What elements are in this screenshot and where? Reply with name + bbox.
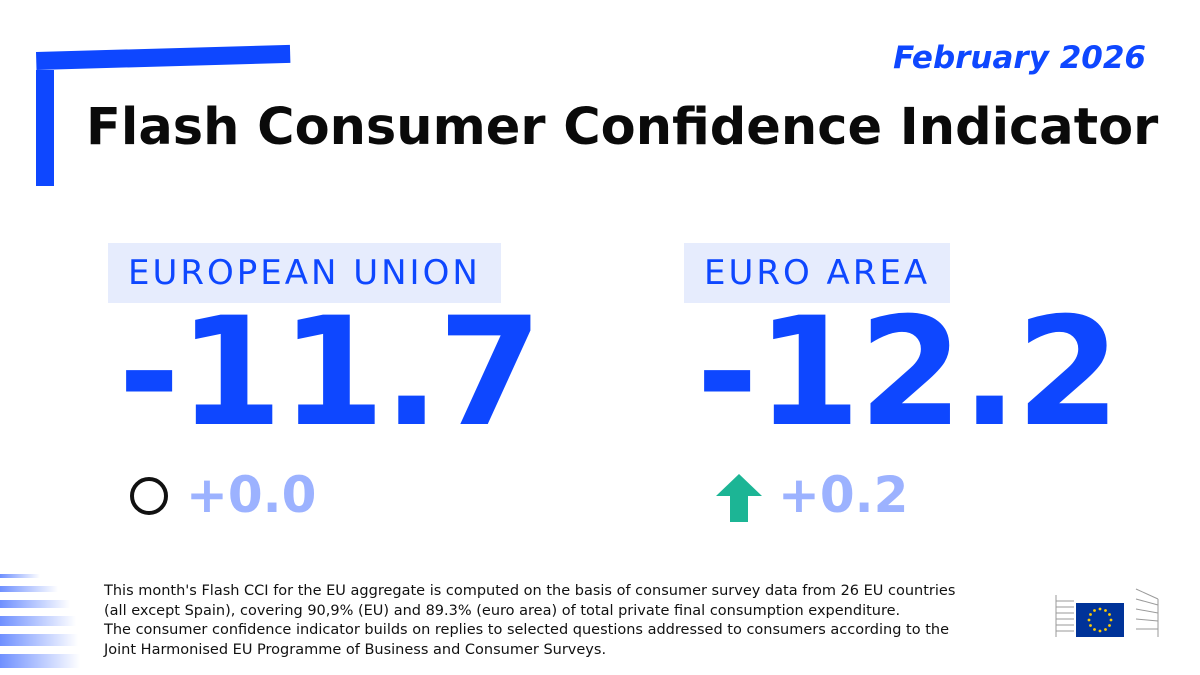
publication-date: February 2026 <box>893 40 1146 76</box>
corner-bracket-vertical <box>36 70 54 186</box>
page-title: Flash Consumer Confidence Indicator <box>86 98 1159 157</box>
euro-area-indicator-value: -12.2 <box>696 286 1120 460</box>
eu-change-value: +0.0 <box>186 466 317 524</box>
footnote-line: Joint Harmonised EU Programme of Busines… <box>104 641 607 658</box>
region-label-euro-area: EURO AREA <box>684 243 951 303</box>
region-label-euro-area-text: EURO AREA <box>704 253 931 293</box>
corner-bracket-horizontal <box>36 44 291 70</box>
arrow-up-icon <box>716 474 762 522</box>
european-commission-logo <box>1055 588 1159 637</box>
eu-indicator-value: -11.7 <box>118 286 542 460</box>
decorative-stripes <box>0 574 80 668</box>
methodology-footnote: This month's Flash CCI for the EU aggreg… <box>104 582 964 660</box>
euro-area-change-value: +0.2 <box>778 466 909 524</box>
footnote-line: This month's Flash CCI for the EU aggreg… <box>104 583 956 599</box>
no-change-circle-icon <box>130 477 168 515</box>
footnote-line: The consumer confidence indicator builds… <box>104 622 950 638</box>
region-label-eu: EUROPEAN UNION <box>108 243 501 303</box>
footnote-line: (all except Spain), covering 90,9% (EU) … <box>104 602 901 619</box>
region-label-eu-text: EUROPEAN UNION <box>128 253 481 293</box>
